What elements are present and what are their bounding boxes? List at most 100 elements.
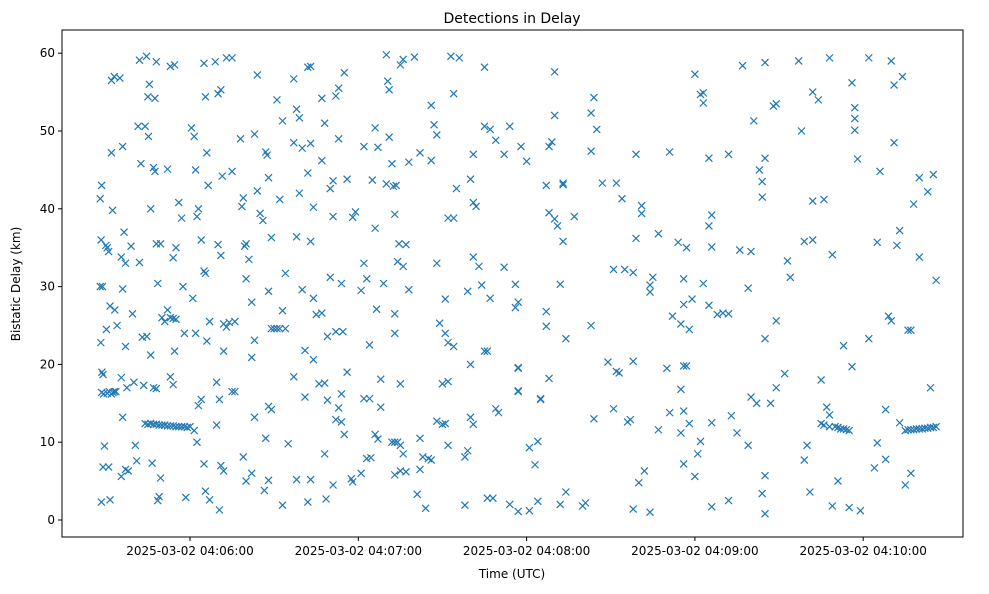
data-point	[292, 232, 301, 241]
data-point	[561, 334, 570, 343]
data-point	[301, 346, 309, 355]
data-point	[848, 78, 856, 87]
data-point	[135, 56, 144, 65]
data-point	[547, 137, 556, 146]
data-point	[399, 262, 408, 271]
data-point	[834, 477, 842, 486]
data-point	[850, 126, 859, 135]
data-point	[183, 423, 192, 432]
data-point	[895, 226, 904, 235]
data-point	[112, 387, 120, 396]
data-point	[388, 159, 396, 168]
data-point	[747, 393, 755, 402]
y-tick-label: 60	[40, 46, 55, 60]
data-point	[390, 470, 399, 479]
data-point	[312, 310, 321, 319]
data-point	[278, 306, 287, 315]
data-point	[151, 94, 159, 103]
data-point	[317, 309, 326, 317]
data-point	[200, 267, 208, 275]
data-point	[500, 263, 509, 272]
data-point	[128, 309, 137, 318]
data-point	[120, 228, 129, 237]
data-point	[693, 449, 702, 458]
data-point	[682, 362, 691, 370]
data-point	[239, 193, 248, 202]
data-point	[99, 463, 107, 472]
data-point	[214, 240, 222, 249]
data-point	[598, 179, 607, 188]
data-point	[250, 336, 259, 345]
data-point	[416, 148, 424, 157]
data-point	[144, 132, 153, 141]
data-point	[915, 253, 924, 261]
data-point	[97, 181, 106, 190]
data-point	[134, 122, 143, 131]
data-point	[163, 306, 172, 314]
data-point	[383, 77, 392, 86]
data-point	[463, 287, 472, 296]
data-point	[273, 324, 281, 333]
data-point	[648, 273, 657, 282]
data-point	[190, 132, 199, 141]
data-point	[505, 500, 514, 509]
data-point	[587, 109, 596, 118]
data-point	[679, 300, 688, 309]
data-point	[326, 273, 335, 282]
data-point	[472, 202, 481, 211]
data-point	[609, 404, 618, 413]
y-tick-label: 30	[40, 280, 55, 294]
data-point	[264, 287, 273, 296]
data-point	[306, 237, 315, 246]
data-point	[632, 150, 640, 159]
data-point	[404, 285, 413, 294]
data-point	[817, 376, 826, 384]
data-point	[480, 122, 489, 131]
data-point	[632, 234, 640, 243]
data-point	[382, 179, 391, 188]
data-point	[322, 495, 330, 503]
data-point	[174, 198, 183, 207]
data-point	[794, 57, 803, 65]
data-point	[115, 74, 124, 83]
data-point	[559, 180, 567, 189]
data-point	[713, 310, 722, 319]
data-point	[690, 472, 699, 481]
data-point	[418, 453, 427, 461]
data-point	[389, 182, 398, 191]
data-point	[172, 243, 180, 252]
data-point	[156, 239, 165, 248]
data-point	[298, 285, 307, 294]
data-point	[932, 276, 941, 285]
data-point	[393, 257, 402, 266]
y-tick-label: 40	[40, 202, 55, 216]
y-tick-label: 20	[40, 357, 55, 371]
data-points	[96, 50, 941, 518]
data-point	[169, 380, 178, 389]
data-point	[216, 461, 225, 470]
data-point	[444, 338, 452, 347]
y-tick-label: 50	[40, 124, 55, 138]
data-point	[416, 434, 424, 443]
data-point	[166, 313, 175, 322]
data-point	[205, 317, 214, 326]
chart-title: Detections in Delay	[443, 11, 580, 27]
data-point	[856, 506, 865, 515]
x-tick-label: 2025-03-02 04:07:00	[295, 544, 422, 558]
data-point	[259, 216, 267, 225]
data-point	[142, 52, 151, 61]
data-point	[646, 281, 654, 289]
data-point	[216, 251, 225, 260]
data-point	[295, 113, 304, 122]
data-point	[166, 372, 175, 381]
data-point	[169, 314, 178, 323]
data-point	[193, 438, 201, 447]
data-point	[301, 393, 309, 402]
data-point	[101, 241, 110, 250]
data-point	[449, 214, 458, 223]
data-point	[151, 167, 159, 176]
y-tick-label: 0	[47, 513, 55, 527]
data-point	[446, 52, 455, 61]
data-point	[665, 408, 674, 417]
data-point	[303, 169, 312, 177]
